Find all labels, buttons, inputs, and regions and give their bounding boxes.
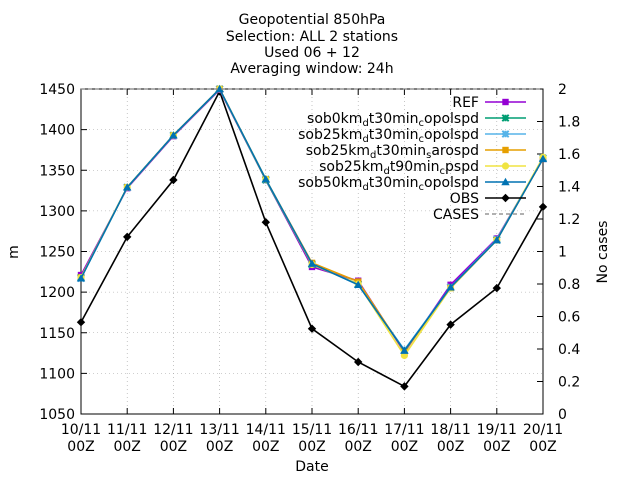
legend-marker-0	[502, 98, 509, 106]
y2-tick-label: 0.8	[558, 277, 580, 293]
y2-tick-label: 1	[558, 245, 567, 261]
y-tick-label: 1400	[39, 123, 75, 139]
x-tick-label-date: 19/11	[477, 422, 517, 438]
data-point-5-2	[169, 131, 178, 139]
data-point-5-7	[400, 346, 409, 354]
y-tick-label: 1050	[39, 407, 75, 423]
y-tick-label: 1300	[39, 204, 75, 220]
x-tick-label-hour: 00Z	[298, 439, 325, 455]
x-tick-label-hour: 00Z	[113, 439, 140, 455]
y2-tick-label: 0.6	[558, 310, 580, 326]
x-tick-label-hour: 00Z	[529, 439, 556, 455]
legend-label-5: sob50kmdt30mincopolspd	[298, 175, 479, 193]
x-tick-label-date: 20/11	[523, 422, 563, 438]
legend-marker-2	[501, 130, 510, 138]
series-layer	[76, 84, 548, 391]
legend-label-1: sob0kmdt30mincopolspd	[307, 111, 479, 129]
axes: 1050 1100 1150 1200 1250 1300 1350 1400 1450 0 0.2…	[39, 82, 580, 455]
legend-label-3: sob25kmdt30minsarospd	[306, 143, 479, 161]
data-point-5-6	[354, 280, 363, 289]
title-line-3: Used 06 + 12	[264, 45, 360, 61]
y-tick-label: 1350	[39, 163, 75, 179]
legend-label-4: sob25kmdt90mincpspd	[319, 159, 479, 177]
x-tick-label-date: 15/11	[292, 422, 332, 438]
x-tick-label-hour: 00Z	[344, 439, 371, 455]
y-tick-label: 1250	[39, 245, 75, 261]
y-tick-label: 1200	[39, 285, 75, 301]
data-point-6-2	[169, 175, 178, 185]
x-tick-label-date: 11/11	[107, 422, 147, 438]
x-axis-label: Date	[295, 459, 328, 475]
x-tick-label-hour: 00Z	[160, 439, 187, 455]
x-tick-label-date: 12/11	[153, 422, 193, 438]
gridlines	[81, 89, 543, 414]
y2-tick-label: 1.4	[558, 180, 580, 196]
data-point-6-9	[492, 283, 501, 293]
data-point-5-5	[307, 259, 317, 267]
data-point-5-4	[261, 174, 270, 183]
title-line-1: Geopotential 850hPa	[239, 12, 386, 28]
y2-tick-label: 2	[558, 82, 567, 98]
data-point-6-0	[76, 317, 86, 327]
data-point-5-8	[446, 283, 455, 291]
data-point-6-4	[261, 218, 270, 227]
y-tick-label: 1100	[39, 366, 75, 382]
legend-marker-6	[501, 193, 510, 203]
legend-label-2: sob25kmdt30mincopolspd	[298, 127, 479, 145]
x-tick-label-hour: 00Z	[67, 439, 94, 455]
data-point-6-1	[123, 232, 132, 242]
legend-label-0: REF	[452, 95, 479, 111]
x-tick-label-date: 18/11	[430, 422, 470, 438]
x-tick-label-date: 14/11	[246, 422, 286, 438]
chart-title: Geopotential 850hPa Selection: ALL 2 sta…	[226, 12, 398, 77]
x-tick-label-hour: 00Z	[437, 439, 464, 455]
x-tick-label-date: 16/11	[338, 422, 378, 438]
legend-marker-5	[501, 177, 510, 186]
y2-tick-label: 0.4	[558, 342, 580, 358]
data-point-5-1	[123, 183, 132, 191]
x-tick-label-date: 17/11	[384, 422, 424, 438]
y2-tick-label: 0.2	[558, 375, 580, 391]
data-point-6-5	[307, 324, 317, 333]
legend-label-7: CASES	[433, 207, 479, 223]
x-tick-label-date: 13/11	[199, 422, 239, 438]
x-tick-label-hour: 00Z	[252, 439, 279, 455]
data-point-5-3	[215, 84, 224, 93]
data-point-6-10	[538, 202, 548, 212]
x-tick-label-date: 10/11	[61, 422, 101, 438]
data-point-6-7	[400, 382, 409, 391]
y2-tick-label: 1.6	[558, 147, 580, 163]
y2-tick-label: 1.2	[558, 212, 580, 228]
y-axis-label: m	[6, 245, 22, 259]
legend-marker-4	[501, 162, 510, 170]
x-tick-label-hour: 00Z	[206, 439, 233, 455]
data-point-5-10	[538, 154, 548, 163]
x-tick-label-hour: 00Z	[391, 439, 418, 455]
data-point-6-8	[446, 320, 455, 329]
legend: REFsob0kmdt30mincopolspdsob25kmdt30minco…	[298, 95, 526, 223]
y2-axis-label: No cases	[595, 221, 611, 284]
title-line-2: Selection: ALL 2 stations	[226, 29, 398, 45]
y-tick-label: 1150	[39, 326, 75, 342]
data-point-6-6	[354, 357, 363, 367]
y2-tick-label: 0	[558, 407, 567, 423]
x-tick-label-hour: 00Z	[483, 439, 510, 455]
legend-label-6: OBS	[450, 191, 479, 207]
data-point-5-0	[76, 274, 86, 282]
y2-tick-label: 1.8	[558, 115, 580, 131]
y-tick-label: 1450	[39, 82, 75, 98]
legend-marker-3	[502, 146, 509, 154]
data-point-5-9	[492, 235, 501, 244]
title-line-4: Averaging window: 24h	[230, 61, 393, 77]
legend-marker-1	[501, 114, 510, 122]
